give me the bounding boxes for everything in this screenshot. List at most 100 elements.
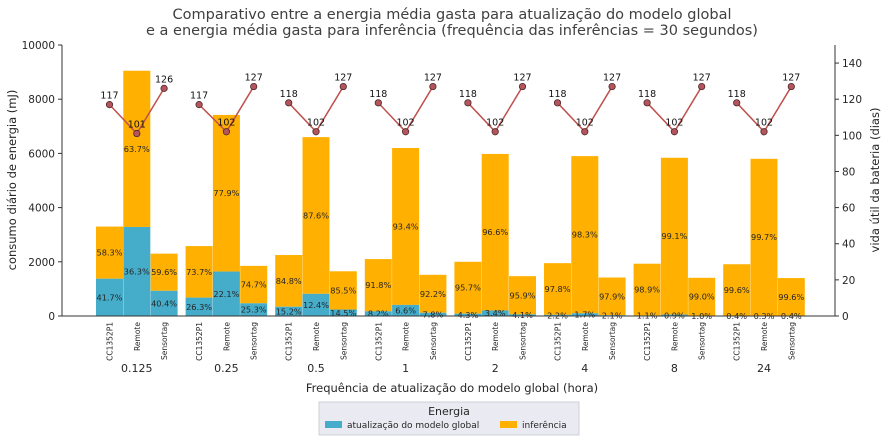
- battery-life-point: [581, 128, 589, 136]
- bar-update: [96, 278, 123, 316]
- bar-update: [212, 271, 240, 316]
- battery-life-point: [250, 82, 258, 91]
- x-tick-group-label: 1: [402, 362, 409, 375]
- bar-inference: [275, 255, 303, 307]
- bar-inference: [544, 263, 571, 315]
- data-label-update: 40.4%: [151, 298, 177, 308]
- x-tick-device-label: Remote: [402, 322, 411, 351]
- battery-life-label: 118: [280, 89, 298, 100]
- x-tick-device-label: Remote: [670, 322, 679, 351]
- bar-update: [329, 309, 357, 316]
- battery-life-label: 118: [548, 89, 566, 100]
- y-right-tick-label: 0: [842, 311, 849, 323]
- data-label-update: 36.3%: [124, 266, 150, 276]
- bar-update: [392, 304, 420, 316]
- battery-life-point: [429, 82, 437, 91]
- battery-life-label: 102: [665, 118, 683, 129]
- legend-swatch-update: [325, 421, 342, 428]
- bar-inference: [750, 158, 778, 316]
- bar-inference: [481, 153, 509, 311]
- battery-life-label: 102: [486, 118, 504, 129]
- battery-life-point: [464, 99, 472, 107]
- data-label-inference: 99.7%: [751, 232, 777, 242]
- data-label-inference: 99.6%: [724, 285, 750, 295]
- data-label-inference: 58.3%: [96, 248, 122, 258]
- battery-life-label: 127: [693, 73, 711, 84]
- data-label-inference: 85.5%: [330, 285, 356, 295]
- battery-life-label: 102: [217, 118, 235, 129]
- data-label-update: 12.4%: [303, 300, 329, 310]
- legend-frame: [318, 401, 580, 436]
- x-tick-device-label: Sensortag: [787, 322, 796, 360]
- y-axis-right-label: vida útil da bateria (dias): [868, 108, 882, 253]
- battery-life-point: [195, 101, 203, 109]
- x-tick-group-label: 8: [671, 362, 678, 375]
- x-tick-device-label: Remote: [491, 322, 500, 351]
- battery-life-point: [670, 128, 679, 136]
- data-label-update: 1.7%: [574, 310, 595, 320]
- x-tick-device-label: CC1352P1: [464, 322, 473, 361]
- x-tick-group-label: 24: [757, 362, 771, 375]
- x-tick-device-label: Sensortag: [160, 322, 169, 360]
- data-label-update: 8.2%: [368, 309, 389, 319]
- bar-inference: [660, 157, 688, 315]
- x-tick-group-label: 4: [581, 362, 588, 375]
- data-label-inference: 99.6%: [778, 292, 804, 302]
- x-tick-device-label: Sensortag: [429, 322, 438, 360]
- bar-inference: [688, 277, 716, 316]
- bar-inference: [240, 265, 268, 304]
- title-line-2: e a energia média gasta para inferência …: [146, 23, 758, 39]
- bar-update: [240, 303, 268, 316]
- bar-inference: [185, 246, 213, 298]
- data-label-inference: 99.1%: [661, 231, 687, 241]
- bar-update: [571, 313, 599, 316]
- data-label-update: 4.1%: [512, 310, 533, 320]
- y-tick-label: 10000: [22, 40, 55, 52]
- x-tick-device-label: CC1352P1: [554, 322, 563, 361]
- bar-update: [302, 293, 330, 316]
- data-label-inference: 77.9%: [213, 188, 239, 198]
- data-label-inference: 99.0%: [689, 292, 715, 302]
- data-label-update: 25.3%: [241, 305, 267, 315]
- battery-life-label: 127: [334, 73, 352, 84]
- bar-inference: [212, 114, 240, 272]
- x-tick-device-label: Remote: [760, 322, 769, 351]
- battery-life-label: 117: [190, 91, 208, 102]
- x-tick-device-label: Remote: [581, 322, 590, 351]
- bar-inference: [96, 226, 123, 279]
- bar-update: [150, 290, 178, 316]
- x-tick-device-label: Remote: [312, 322, 321, 351]
- bar-inference: [777, 278, 805, 316]
- x-tick-device-label: CC1352P1: [106, 322, 115, 361]
- battery-life-label: 102: [397, 118, 415, 129]
- battery-life-point: [105, 101, 114, 109]
- x-tick-device-label: Sensortag: [519, 322, 528, 360]
- chart-title: Comparativo entre a energia média gasta …: [146, 7, 758, 39]
- bar-update: [123, 226, 151, 316]
- battery-life-label: 102: [576, 118, 594, 129]
- data-label-update: 7.8%: [422, 309, 443, 319]
- data-label-inference: 95.9%: [509, 290, 535, 300]
- battery-life-point: [312, 128, 320, 136]
- x-tick-device-label: CC1352P1: [643, 322, 652, 361]
- battery-life-label: 127: [424, 73, 442, 84]
- bar-update: [454, 313, 482, 316]
- battery-life-point: [518, 82, 527, 91]
- data-label-update: 14.5%: [330, 308, 356, 318]
- bar-update: [364, 311, 392, 316]
- data-label-update: 15.2%: [276, 306, 302, 316]
- battery-life-point: [133, 129, 141, 138]
- data-label-inference: 74.7%: [241, 280, 267, 290]
- data-label-inference: 87.6%: [303, 210, 329, 220]
- battery-life-label: 101: [128, 120, 146, 131]
- legend-title: Energia: [428, 405, 470, 418]
- battery-life-point: [733, 99, 741, 107]
- battery-life-point: [339, 82, 347, 91]
- x-tick-device-label: Remote: [222, 322, 231, 351]
- legend-label-update: atualização do modelo global: [347, 421, 479, 431]
- title-line-1: Comparativo entre a energia média gasta …: [173, 7, 732, 23]
- x-tick-device-label: Sensortag: [250, 322, 259, 360]
- battery-life-label: 118: [728, 89, 746, 100]
- x-tick-device-label: CC1352P1: [195, 322, 204, 361]
